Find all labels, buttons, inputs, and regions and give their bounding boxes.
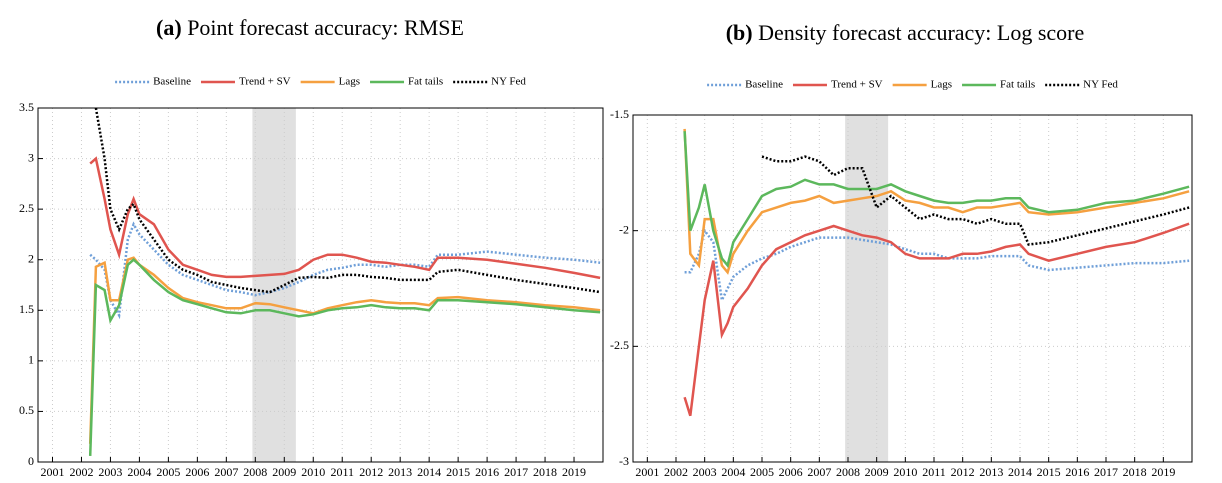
series-line <box>88 258 601 456</box>
legend-label: NY Fed <box>1083 79 1118 91</box>
x-tick-label: 2015 <box>446 465 470 479</box>
legend-label: Lags <box>339 76 360 88</box>
recession-shade <box>845 115 889 462</box>
legend-label: Baseline <box>745 79 783 91</box>
legend-label: Trend + SV <box>831 79 883 91</box>
x-tick-label: 2013 <box>979 465 1003 479</box>
series-line <box>89 221 601 320</box>
x-tick-label: 2005 <box>750 465 774 479</box>
series-line <box>684 227 1190 305</box>
x-tick-label: 2013 <box>388 465 412 479</box>
y-tick-label: -2 <box>619 222 629 236</box>
x-tick-label: 2002 <box>664 465 688 479</box>
legend-label: Baseline <box>153 76 191 88</box>
chart-title: (b) Density forecast accuracy: Log score <box>726 20 1085 45</box>
x-tick-label: 2011 <box>922 465 946 479</box>
x-tick-label: 2018 <box>1123 465 1147 479</box>
x-tick-label: 2014 <box>417 465 441 479</box>
plot-frame <box>632 114 1193 463</box>
legend: Baseline Trend + SV Lags Fat tails NY Fed <box>707 79 1118 91</box>
x-tick-label: 2008 <box>836 465 860 479</box>
y-tick-label: 1 <box>28 353 34 367</box>
series-line <box>761 155 1190 246</box>
title-label: (b) <box>726 20 753 45</box>
y-tick-label: 3.5 <box>19 100 34 114</box>
x-tick-label: 2011 <box>330 465 354 479</box>
x-tick-label: 2010 <box>301 465 325 479</box>
x-tick-label: 2002 <box>69 465 93 479</box>
y-tick-label: 0 <box>28 454 34 468</box>
series-line <box>89 156 601 280</box>
y-tick-label: 2 <box>28 251 34 265</box>
x-tick-label: 2012 <box>359 465 383 479</box>
legend-label: Fat tails <box>1000 79 1035 91</box>
x-tick-label: 2005 <box>156 465 180 479</box>
series-line <box>94 108 601 294</box>
legend: Baseline Trend + SV Lags Fat tails NY Fed <box>115 76 526 88</box>
x-tick-label: 2010 <box>893 465 917 479</box>
title-label: (a) <box>156 15 182 40</box>
series-line <box>683 128 1190 275</box>
x-tick-label: 2004 <box>721 465 745 479</box>
y-tick-label: 2.5 <box>19 201 34 215</box>
title-text: Point forecast accuracy: RMSE <box>187 15 464 40</box>
y-tick-label: -3 <box>619 454 629 468</box>
y-tick-label: -2.5 <box>610 338 629 352</box>
x-tick-label: 2001 <box>635 465 659 479</box>
plot-frame <box>37 107 604 463</box>
y-tick-label: 1.5 <box>19 302 34 316</box>
series-line <box>683 222 1190 417</box>
x-tick-label: 2016 <box>475 465 499 479</box>
legend-label: NY Fed <box>491 76 526 88</box>
x-tick-label: 2007 <box>807 465 831 479</box>
x-tick-label: 2007 <box>214 465 238 479</box>
legend-label: Lags <box>931 79 952 91</box>
chart-title: (a) Point forecast accuracy: RMSE <box>156 15 464 40</box>
x-tick-label: 2014 <box>1008 465 1032 479</box>
x-tick-label: 2001 <box>40 465 64 479</box>
legend-label: Trend + SV <box>239 76 291 88</box>
x-tick-label: 2004 <box>127 465 151 479</box>
recession-shade <box>252 108 296 462</box>
x-tick-label: 2017 <box>504 465 528 479</box>
x-tick-label: 2003 <box>98 465 122 479</box>
y-tick-label: 3 <box>28 150 34 164</box>
x-tick-label: 2003 <box>693 465 717 479</box>
x-tick-label: 2018 <box>533 465 557 479</box>
title-text: Density forecast accuracy: Log score <box>758 20 1084 45</box>
x-tick-label: 2019 <box>1151 465 1175 479</box>
y-tick-label: -1.5 <box>610 107 629 121</box>
x-tick-label: 2015 <box>1037 465 1061 479</box>
x-tick-label: 2009 <box>272 465 296 479</box>
y-tick-label: 0.5 <box>19 403 34 417</box>
x-tick-label: 2006 <box>185 465 209 479</box>
series-line <box>88 256 601 444</box>
series-line <box>683 131 1190 269</box>
x-tick-label: 2006 <box>779 465 803 479</box>
x-tick-label: 2017 <box>1094 465 1118 479</box>
x-tick-label: 2016 <box>1065 465 1089 479</box>
x-tick-label: 2012 <box>951 465 975 479</box>
x-tick-label: 2008 <box>243 465 267 479</box>
x-tick-label: 2019 <box>562 465 586 479</box>
x-tick-label: 2009 <box>865 465 889 479</box>
legend-label: Fat tails <box>408 76 443 88</box>
